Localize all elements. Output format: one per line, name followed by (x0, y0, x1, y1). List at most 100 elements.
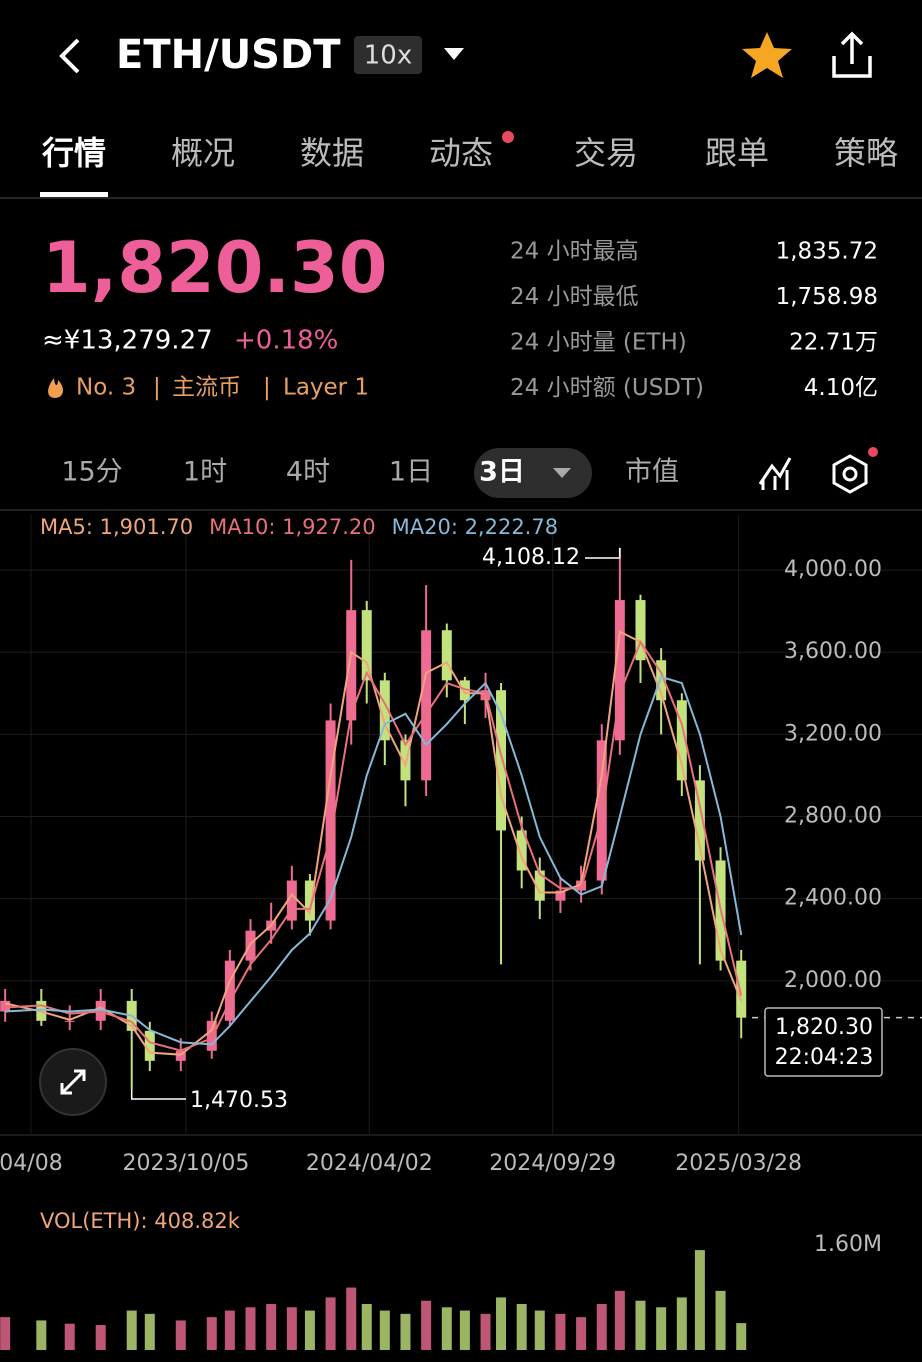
share-button[interactable] (832, 31, 872, 78)
tab[interactable]: 行情 (42, 134, 106, 172)
stat-label: 24 小时量 (ETH) (510, 330, 687, 356)
volume-bar (736, 1323, 747, 1350)
stat-label: 24 小时额 (USDT) (510, 375, 704, 401)
volume-bar (441, 1307, 452, 1350)
interval[interactable]: 市值 (625, 457, 679, 488)
volume-bar (361, 1303, 372, 1350)
interval[interactable]: 1日 (389, 457, 433, 488)
candle-body (286, 880, 297, 921)
candle-body (459, 680, 470, 701)
candle-body (676, 700, 687, 781)
candle-body (175, 1050, 186, 1061)
settings-button[interactable] (832, 454, 868, 494)
tab[interactable]: 交易 (574, 134, 638, 172)
active-interval-pill (474, 448, 592, 498)
tab[interactable]: 动态 (429, 134, 493, 172)
high-leader (585, 547, 621, 559)
volume-bar (715, 1290, 726, 1350)
price-change: +0.18% (234, 326, 338, 356)
x-tick-label: 2024/04/02 (306, 1151, 433, 1176)
candle-body (224, 960, 235, 1021)
interval[interactable]: 15分 (61, 457, 122, 488)
stats: 24 小时最高 1,835.72 24 小时最低 1,758.98 24 小时量 (ET… (510, 239, 878, 402)
interval-dropdown[interactable] (553, 468, 571, 478)
stat-label: 24 小时最低 (510, 284, 639, 310)
candle-body (379, 680, 390, 741)
tab[interactable]: 策略 (834, 134, 898, 172)
rank: No. 3 (76, 375, 136, 401)
interval[interactable]: 3日 (479, 457, 525, 488)
candle-body (400, 740, 411, 781)
candle-body (694, 780, 705, 861)
volume-bar (95, 1325, 106, 1350)
candle-body (496, 690, 507, 831)
volume-bar (614, 1290, 625, 1350)
x-tick-label: 2024/09/29 (489, 1151, 616, 1176)
y-tick-label: 2,800.00 (784, 803, 882, 828)
ma-line (4, 630, 743, 1056)
back-button[interactable] (59, 38, 80, 74)
tab[interactable]: 概况 (171, 134, 235, 172)
volume-bar (576, 1317, 587, 1350)
candle-body (304, 880, 315, 921)
stat-value: 1,758.98 (776, 284, 878, 310)
candle-body (361, 610, 372, 681)
candle-body (421, 630, 432, 781)
candle-body (534, 870, 545, 901)
volume-title: VOL(ETH): 408.82k (40, 1209, 241, 1233)
ma-line (5, 639, 743, 1052)
stat-value: 1,835.72 (776, 239, 878, 265)
volume-bar (346, 1287, 357, 1350)
pair-dropdown[interactable] (444, 48, 464, 60)
last-price-box (764, 1007, 883, 1077)
y-tick-label: 3,200.00 (784, 721, 882, 746)
expand-button[interactable] (39, 1048, 107, 1116)
candle-body (206, 1020, 217, 1051)
tabs: 行情 概况 数据 动态 交易 跟单 策略 (42, 131, 898, 172)
tag-separator: | (153, 375, 161, 401)
candle-body (346, 610, 357, 721)
indicator-button[interactable] (758, 457, 792, 490)
volume-bar (144, 1313, 155, 1350)
candle-body (614, 600, 625, 741)
volume-bar (126, 1310, 137, 1350)
y-tick-label: 2,400.00 (784, 886, 882, 911)
volume-bar (480, 1313, 491, 1350)
volume-bar (379, 1310, 390, 1350)
volume-bar (175, 1320, 186, 1350)
volume-bar (676, 1297, 687, 1350)
candle-body (325, 720, 336, 921)
stat-value: 4.10亿 (804, 375, 878, 401)
x-tick-label: 2025/03/28 (675, 1151, 802, 1176)
volume-bar (516, 1303, 527, 1350)
tab[interactable]: 数据 (300, 134, 364, 172)
tag-separator: | (263, 375, 271, 401)
tab-dot (502, 131, 514, 143)
interval[interactable]: 4时 (286, 457, 330, 488)
cny-price: ≈¥13,279.27 (42, 326, 213, 356)
y-tick-label: 1.60M (814, 1232, 882, 1257)
volume-bar (286, 1307, 297, 1350)
ma-legend: MA10: 1,927.20 (209, 515, 375, 539)
volume-bar (36, 1320, 47, 1350)
interval[interactable]: 1时 (183, 457, 227, 488)
y-tick-label: 2,000.00 (784, 968, 882, 993)
candle-body (441, 630, 452, 681)
active-tab-underline (40, 192, 108, 197)
x-tick-label: 2023/10/05 (123, 1151, 250, 1176)
y-tick-label: 4,000.00 (784, 557, 882, 582)
tag: Layer 1 (283, 375, 369, 401)
volume-bar (635, 1300, 646, 1350)
ma-legend: MA5: 1,901.70 (40, 515, 193, 539)
favorite-star[interactable] (742, 32, 792, 78)
volume-chart: VOL(ETH): 408.82k 1.60M (0, 1209, 882, 1350)
volume-bar (496, 1297, 507, 1350)
volume-bar (245, 1307, 256, 1350)
tab[interactable]: 跟单 (705, 134, 769, 172)
candle-body (555, 890, 566, 901)
intervals: 15分 1时 4时 1日 3日 市值 (61, 457, 679, 488)
volume-bar (555, 1313, 566, 1350)
ma-line (5, 675, 743, 1046)
